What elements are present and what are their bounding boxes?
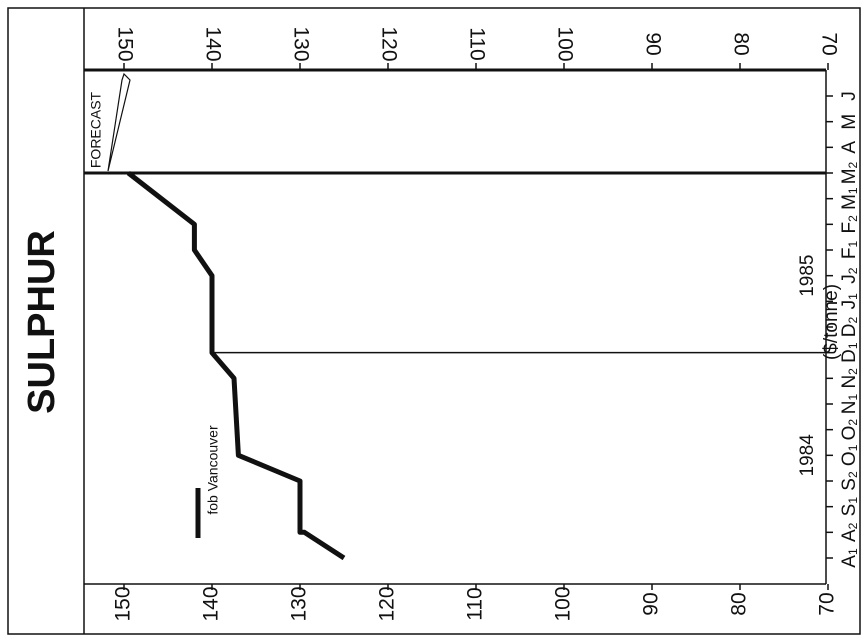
year-label: 1984 (797, 434, 818, 477)
value-tick-label-top: 150 (113, 26, 136, 61)
category-label: O2 (839, 419, 860, 441)
value-tick-label-top: 90 (641, 32, 664, 55)
category-subscript: 2 (846, 316, 860, 323)
category-label: D1 (839, 342, 860, 363)
category-label: J2 (839, 267, 860, 284)
category-label: A2 (839, 522, 860, 542)
forecast-arrow (107, 72, 131, 172)
category-label: S2 (839, 471, 860, 491)
category-label: J1 (839, 293, 860, 310)
value-axes: 150 150 140 140 130 130 120 120 110 110 100 100 90 90… (112, 26, 841, 621)
value-tick-label-top: 100 (553, 26, 576, 61)
category-subscript: 1 (846, 393, 860, 400)
category-label: M (839, 114, 860, 130)
category-subscript: 2 (846, 419, 860, 426)
category-subscript: 1 (846, 444, 860, 451)
page-border (7, 7, 861, 635)
category-label: N1 (839, 393, 860, 414)
category-label: M1 (839, 187, 860, 210)
value-tick-label-top: 80 (729, 32, 752, 55)
category-subscript: 2 (846, 215, 860, 222)
category-subscript: 1 (846, 548, 860, 555)
category-subscript: 2 (846, 161, 860, 168)
value-tick-label-top: 140 (201, 26, 224, 61)
year-label: 1985 (797, 255, 818, 297)
category-subscript: 1 (846, 342, 860, 349)
value-tick-label-bottom: 150 (112, 586, 135, 621)
series-line-fob-vancouver (126, 171, 346, 561)
value-tick-label-bottom: 110 (464, 587, 487, 620)
category-label: N2 (839, 368, 860, 389)
category-subscript: 2 (846, 368, 860, 375)
value-tick-label-bottom: 120 (376, 586, 399, 621)
value-tick-label-bottom: 140 (200, 586, 223, 621)
category-label: A (839, 141, 860, 154)
value-tick-label-top: 110 (465, 27, 488, 60)
value-tick-label-bottom: 80 (728, 592, 751, 615)
category-label: O1 (839, 444, 860, 466)
value-tick-label-top: 120 (377, 26, 400, 61)
category-label: J (839, 91, 860, 101)
category-subscript: 2 (846, 267, 860, 274)
value-tick-label-bottom: 100 (552, 586, 575, 621)
category-label: S1 (839, 497, 860, 517)
value-tick-label-top: 70 (817, 32, 840, 55)
category-subscript: 1 (846, 497, 860, 504)
category-axis: A1 A2 S1 S2 O1 O2 N1 N2 D1 D2 J1 J2 F1 F2 M1 M2 AM J 1984 1… (797, 91, 860, 567)
category-label: F2 (839, 215, 860, 234)
value-tick-label-bottom: 70 (816, 592, 839, 615)
plot-area (84, 68, 827, 585)
category-subscript: 2 (846, 522, 860, 529)
category-subscript: 1 (846, 241, 860, 248)
category-subscript: 1 (846, 187, 860, 194)
category-subscript: 2 (846, 471, 860, 478)
value-tick-label-top: 130 (289, 26, 312, 61)
category-label: M2 (839, 161, 860, 184)
legend-label: fob Vancouver (205, 425, 221, 515)
forecast-label: FORECAST (88, 91, 104, 168)
chart-title: SULPHUR (21, 230, 63, 414)
y-axis-label: ($/tonne) (821, 284, 842, 360)
value-tick-label-bottom: 90 (640, 592, 663, 615)
category-label: A1 (839, 548, 860, 568)
category-label: F1 (839, 241, 860, 260)
value-tick-label-bottom: 130 (288, 586, 311, 621)
category-label: D2 (839, 316, 860, 337)
category-subscript: 1 (846, 293, 860, 300)
